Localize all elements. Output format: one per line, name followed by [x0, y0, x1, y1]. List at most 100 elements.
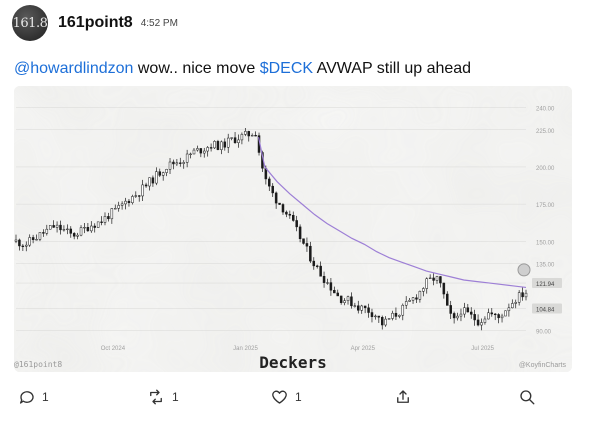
repost-button[interactable]: 1 — [146, 388, 179, 406]
candle-body — [59, 224, 62, 231]
candle-body — [387, 318, 391, 320]
candle-body — [137, 195, 141, 197]
candle-body — [21, 245, 25, 247]
candle-body — [305, 243, 309, 247]
candle-body — [367, 307, 370, 313]
action-bar: 1 1 1 — [0, 388, 601, 414]
candle-body — [179, 162, 182, 164]
x-axis: Oct 2024 Jan 2025 Apr 2025 Jul 2025 — [101, 346, 495, 352]
heart-icon — [272, 390, 287, 404]
candle-body — [493, 313, 497, 316]
candle-body — [271, 185, 274, 194]
candle-body — [350, 296, 353, 307]
candle-body — [428, 277, 432, 279]
candle-body — [196, 148, 199, 151]
candle-body — [322, 276, 326, 283]
candle-body — [274, 192, 278, 204]
candle-body — [220, 141, 223, 150]
y-tick-label: 225.00 — [536, 129, 555, 135]
candle-body — [209, 147, 213, 149]
chart-image[interactable]: 240.00 225.00 200.00 175.00 150.00 135.00 121.… — [14, 86, 572, 372]
candle-body — [524, 292, 528, 298]
candle-body — [31, 237, 35, 240]
candle-body — [346, 296, 350, 301]
avwap-line — [257, 137, 527, 289]
chart-title: Deckers — [259, 353, 326, 372]
y-tick-label: 121.94 — [536, 282, 555, 288]
candle-body — [172, 161, 175, 165]
username[interactable]: 161point8 — [58, 14, 133, 31]
candle-body — [466, 307, 470, 313]
candle-body — [226, 137, 230, 148]
candle-body — [469, 311, 473, 315]
candle-body — [206, 147, 209, 152]
candle-body — [425, 278, 428, 289]
post-text-part2: AVWAP still up ahead — [313, 60, 472, 77]
candle-body — [192, 149, 196, 155]
candle-body — [473, 314, 476, 321]
candle-body — [203, 150, 206, 154]
candle-body — [107, 216, 110, 220]
candle-body — [333, 289, 336, 294]
candle-body — [134, 195, 138, 197]
candle-body — [459, 313, 463, 317]
candle-body — [398, 314, 401, 317]
like-count: 1 — [295, 390, 302, 404]
candle-body — [42, 232, 45, 234]
candle-body — [511, 303, 514, 309]
candle-body — [233, 137, 237, 143]
x-tick-label: Jul 2025 — [471, 346, 494, 352]
price-badge — [532, 278, 562, 289]
candle-body — [151, 177, 155, 184]
candle-body — [291, 215, 295, 221]
candle-body — [480, 322, 483, 326]
y-axis: 240.00 225.00 200.00 175.00 150.00 135.00 121.… — [532, 106, 562, 336]
candle-body — [168, 161, 172, 170]
candle-body — [312, 260, 316, 267]
candle-body — [141, 184, 144, 197]
candle-body — [339, 295, 343, 303]
candle-body — [120, 203, 124, 206]
candle-body — [281, 204, 285, 213]
cashtag-link[interactable]: $DECK — [259, 60, 314, 77]
search-button[interactable] — [518, 388, 536, 406]
avatar[interactable]: 161.8 — [12, 5, 48, 41]
candle-body — [114, 208, 117, 210]
candle-body — [302, 238, 305, 244]
candle-body — [48, 225, 52, 230]
candle-body — [442, 282, 446, 295]
candle-body — [288, 213, 292, 216]
candle-body — [240, 134, 244, 141]
x-tick-label: Jan 2025 — [233, 346, 258, 352]
candle-body — [483, 318, 487, 323]
candle-body — [353, 305, 357, 307]
repost-count: 1 — [172, 390, 179, 404]
reply-button[interactable]: 1 — [18, 388, 49, 406]
candle-body — [131, 196, 134, 204]
candle-body — [175, 162, 179, 165]
candle-body — [117, 205, 120, 209]
candle-body — [514, 302, 517, 304]
candle-body — [449, 305, 452, 314]
candle-body — [446, 293, 449, 306]
like-button[interactable]: 1 — [270, 388, 302, 406]
candle-body — [497, 314, 500, 319]
candle-body — [28, 237, 31, 246]
candle-body — [185, 153, 189, 163]
mention-link[interactable]: @howardlindzon — [14, 60, 134, 77]
candle-body — [216, 141, 220, 150]
candle-body — [55, 224, 59, 228]
candle-body — [295, 220, 298, 228]
y-tick-label: 104.84 — [536, 307, 555, 313]
candle-body — [72, 233, 76, 237]
candle-body — [463, 307, 466, 315]
candle-body — [155, 171, 158, 184]
candle-body — [343, 300, 346, 303]
candle-body — [435, 276, 439, 281]
candle-body — [500, 315, 504, 319]
candle-body — [14, 239, 18, 242]
candle-body — [237, 139, 240, 143]
candle-body — [148, 177, 151, 187]
timestamp[interactable]: 4:52 PM — [140, 17, 178, 29]
share-button[interactable] — [394, 388, 412, 406]
